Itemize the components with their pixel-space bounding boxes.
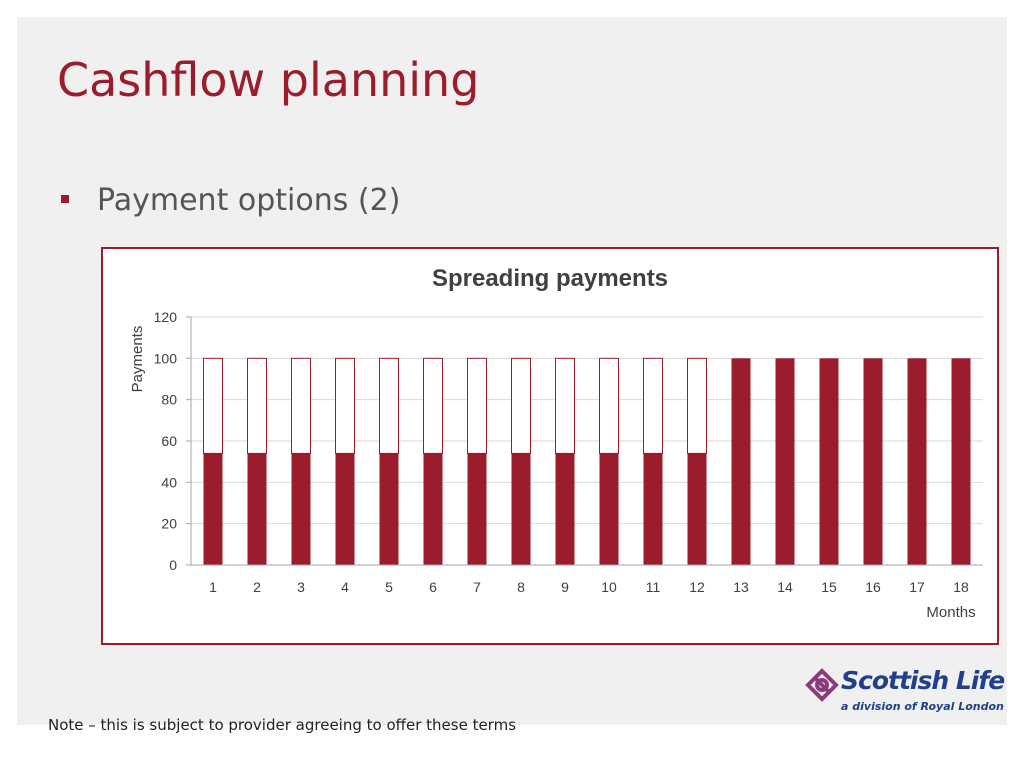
x-tick-label: 15 [821,579,837,595]
y-tick-label: 40 [161,474,177,490]
bar-segment [291,453,311,565]
x-tick-label: 6 [429,579,437,595]
bar-segment [335,357,355,454]
footnote: Note – this is subject to provider agree… [48,716,517,734]
y-tick-label: 80 [161,392,177,408]
x-tick-label: 10 [601,579,617,595]
bar-segment [687,357,707,454]
scottish-life-knot-icon [805,668,839,702]
bar-segment [951,358,971,565]
logo-name: Scottish Life [841,666,1005,695]
bar-segment [467,453,487,565]
x-tick-label: 4 [341,579,349,595]
x-tick-label: 13 [733,579,749,595]
x-axis-title: Months [926,604,975,621]
bar-segment [247,453,267,565]
bar-segment [203,453,223,565]
slide: Cashflow planning Payment options (2) Sp… [17,17,1007,734]
bar-segment [775,358,795,565]
y-axis-title: Payments [129,326,146,393]
y-tick-label: 60 [161,433,177,449]
bar-segment [379,453,399,565]
bar-segment [907,358,927,565]
x-tick-label: 16 [865,579,881,595]
square-bullet-icon [61,195,69,203]
chart: Spreading payments 0 20 40 60 80 100 120 1 2 3 4 5 6… [101,247,999,645]
bar-segment [599,453,619,565]
y-tick-label: 0 [169,557,177,573]
y-tick-label: 20 [161,516,177,532]
bar-segment [511,453,531,565]
x-tick-label: 18 [953,579,969,595]
x-tick-label: 1 [209,579,217,595]
chart-title: Spreading payments [431,265,669,292]
bar-segment [863,358,883,565]
bar-segment [203,357,223,454]
bar-segment [555,357,575,454]
x-tick-label: 2 [253,579,261,595]
bar-segment [643,453,663,565]
bar-segment [423,453,443,565]
x-tick-label: 17 [909,579,925,595]
x-tick-label: 14 [777,579,793,595]
bar-segment [731,358,751,565]
bar-segment [423,357,443,454]
bar-segment [599,357,619,454]
bar-segment [555,453,575,565]
x-tick-label: 5 [385,579,393,595]
bar-segment [467,357,487,454]
logo-tagline: a division of Royal London [841,700,1004,713]
slide-title: Cashflow planning [57,53,480,107]
y-tick-label: 100 [154,350,178,366]
bar-segment [379,357,399,454]
bullet-text: Payment options (2) [97,183,401,218]
bar-segment [643,357,663,454]
x-tick-label: 9 [561,579,569,595]
x-tick-label: 7 [473,579,481,595]
bar-segment [511,357,531,454]
x-tick-label: 11 [646,579,661,595]
y-tick-label: 120 [154,309,178,325]
x-tick-label: 3 [297,579,305,595]
x-tick-label: 8 [517,579,525,595]
bar-segment [291,357,311,454]
bar-segment [687,453,707,565]
bar-segment [335,453,355,565]
x-tick-label: 12 [689,579,705,595]
bar-segment [247,357,267,454]
scottish-life-logo: Scottish Life a division of Royal London [805,666,1005,718]
bar-segment [819,358,839,565]
